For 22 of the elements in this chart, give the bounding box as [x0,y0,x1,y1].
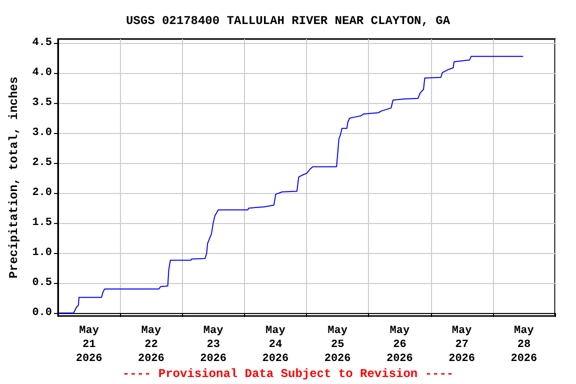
y-tick-label: 3.0 [32,127,52,140]
y-tick-label: 2.0 [32,187,52,200]
y-tick-label: 1.5 [32,217,52,230]
text: ---- Provisional Data Subject to Revision ---- [122,367,454,381]
y-axis-title: Precipitation, total, inches [7,76,21,278]
y-tick-label: 1.0 [32,247,52,260]
line-series [58,56,524,314]
y-tick-label: 3.5 [32,97,52,110]
y-tick-label: 0.0 [32,307,52,319]
x-tick-label: May 23 2026 [200,325,227,365]
x-tick-label: May 26 2026 [386,325,413,365]
y-tick-label: 4.5 [32,37,52,50]
y-tick-label: 0.5 [32,277,52,290]
x-tick-label: May 27 2026 [448,325,476,365]
chart-title: USGS 02178400 TALLULAH RIVER NEAR CLAYTON, GA [126,14,451,28]
x-tick-label: May 25 2026 [324,325,351,365]
x-tick-label: May 22 2026 [138,325,164,365]
y-tick-label: 4.0 [32,67,52,80]
y-tick-label: 2.5 [32,157,52,170]
x-tick-label: May 24 2026 [262,325,289,365]
x-tick-label: May 21 2026 [76,325,102,365]
x-tick-label: May 28 2026 [510,325,538,365]
